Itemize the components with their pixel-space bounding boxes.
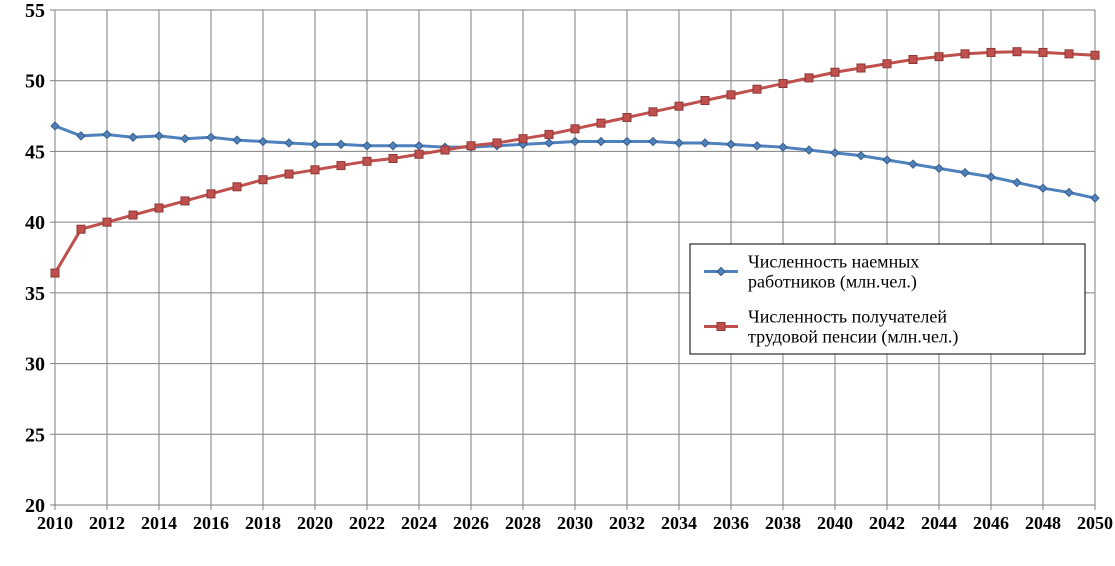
marker-pensioners	[467, 142, 475, 150]
marker-pensioners	[805, 74, 813, 82]
legend-label-pensioners-1: Численность получателей	[748, 307, 947, 327]
legend-marker-pensioners	[717, 323, 725, 331]
marker-pensioners	[337, 162, 345, 170]
x-axis-tick-label: 2026	[453, 513, 489, 533]
marker-pensioners	[285, 170, 293, 178]
y-axis-tick-label: 35	[25, 283, 45, 305]
x-axis-tick-label: 2028	[505, 513, 541, 533]
marker-pensioners	[727, 91, 735, 99]
marker-pensioners	[259, 176, 267, 184]
x-axis-tick-label: 2036	[713, 513, 749, 533]
marker-pensioners	[753, 85, 761, 93]
x-axis-tick-label: 2032	[609, 513, 645, 533]
y-axis-tick-label: 30	[25, 354, 45, 376]
marker-pensioners	[389, 155, 397, 163]
marker-pensioners	[571, 125, 579, 133]
x-axis-tick-label: 2020	[297, 513, 333, 533]
marker-pensioners	[701, 97, 709, 105]
marker-pensioners	[441, 146, 449, 154]
x-axis-tick-label: 2038	[765, 513, 801, 533]
x-axis-tick-label: 2046	[973, 513, 1009, 533]
marker-pensioners	[207, 190, 215, 198]
marker-pensioners	[935, 53, 943, 61]
y-axis-tick-label: 45	[25, 141, 45, 163]
marker-pensioners	[51, 269, 59, 277]
legend-label-workers-1: Численность наемных	[748, 252, 919, 272]
marker-pensioners	[77, 225, 85, 233]
marker-pensioners	[883, 60, 891, 68]
marker-pensioners	[987, 48, 995, 56]
marker-pensioners	[545, 130, 553, 138]
x-axis-tick-label: 2012	[89, 513, 125, 533]
marker-pensioners	[129, 211, 137, 219]
x-axis-tick-label: 2034	[661, 513, 697, 533]
x-axis-tick-label: 2040	[817, 513, 853, 533]
marker-pensioners	[1039, 48, 1047, 56]
chart-container: 2025303540455055201020122014201620182020…	[0, 0, 1115, 566]
marker-pensioners	[1065, 50, 1073, 58]
x-axis-tick-label: 2044	[921, 513, 957, 533]
marker-pensioners	[103, 218, 111, 226]
x-axis-tick-label: 2030	[557, 513, 593, 533]
marker-pensioners	[649, 108, 657, 116]
marker-pensioners	[909, 56, 917, 64]
marker-pensioners	[857, 64, 865, 72]
marker-pensioners	[493, 139, 501, 147]
marker-pensioners	[415, 150, 423, 158]
y-axis-tick-label: 50	[25, 71, 45, 93]
y-axis-tick-label: 25	[25, 424, 45, 446]
marker-pensioners	[363, 157, 371, 165]
marker-pensioners	[623, 113, 631, 121]
x-axis-tick-label: 2024	[401, 513, 437, 533]
x-axis-tick-label: 2048	[1025, 513, 1061, 533]
marker-pensioners	[311, 166, 319, 174]
marker-pensioners	[597, 119, 605, 127]
marker-pensioners	[961, 50, 969, 58]
marker-pensioners	[1013, 48, 1021, 56]
marker-pensioners	[1091, 51, 1099, 59]
x-axis-tick-label: 2022	[349, 513, 385, 533]
y-axis-tick-label: 40	[25, 212, 45, 234]
line-chart: 2025303540455055201020122014201620182020…	[0, 0, 1115, 566]
marker-pensioners	[675, 102, 683, 110]
x-axis-tick-label: 2050	[1077, 513, 1113, 533]
y-axis-tick-label: 55	[25, 0, 45, 22]
x-axis-tick-label: 2016	[193, 513, 229, 533]
legend-label-pensioners-2: трудовой пенсии (млн.чел.)	[748, 327, 958, 348]
marker-pensioners	[233, 183, 241, 191]
marker-pensioners	[181, 197, 189, 205]
x-axis-tick-label: 2010	[37, 513, 73, 533]
x-axis-tick-label: 2018	[245, 513, 281, 533]
marker-pensioners	[779, 80, 787, 88]
x-axis-tick-label: 2014	[141, 513, 177, 533]
marker-pensioners	[519, 135, 527, 143]
marker-pensioners	[155, 204, 163, 212]
legend-label-workers-2: работников (млн.чел.)	[748, 272, 917, 293]
x-axis-tick-label: 2042	[869, 513, 905, 533]
marker-pensioners	[831, 68, 839, 76]
